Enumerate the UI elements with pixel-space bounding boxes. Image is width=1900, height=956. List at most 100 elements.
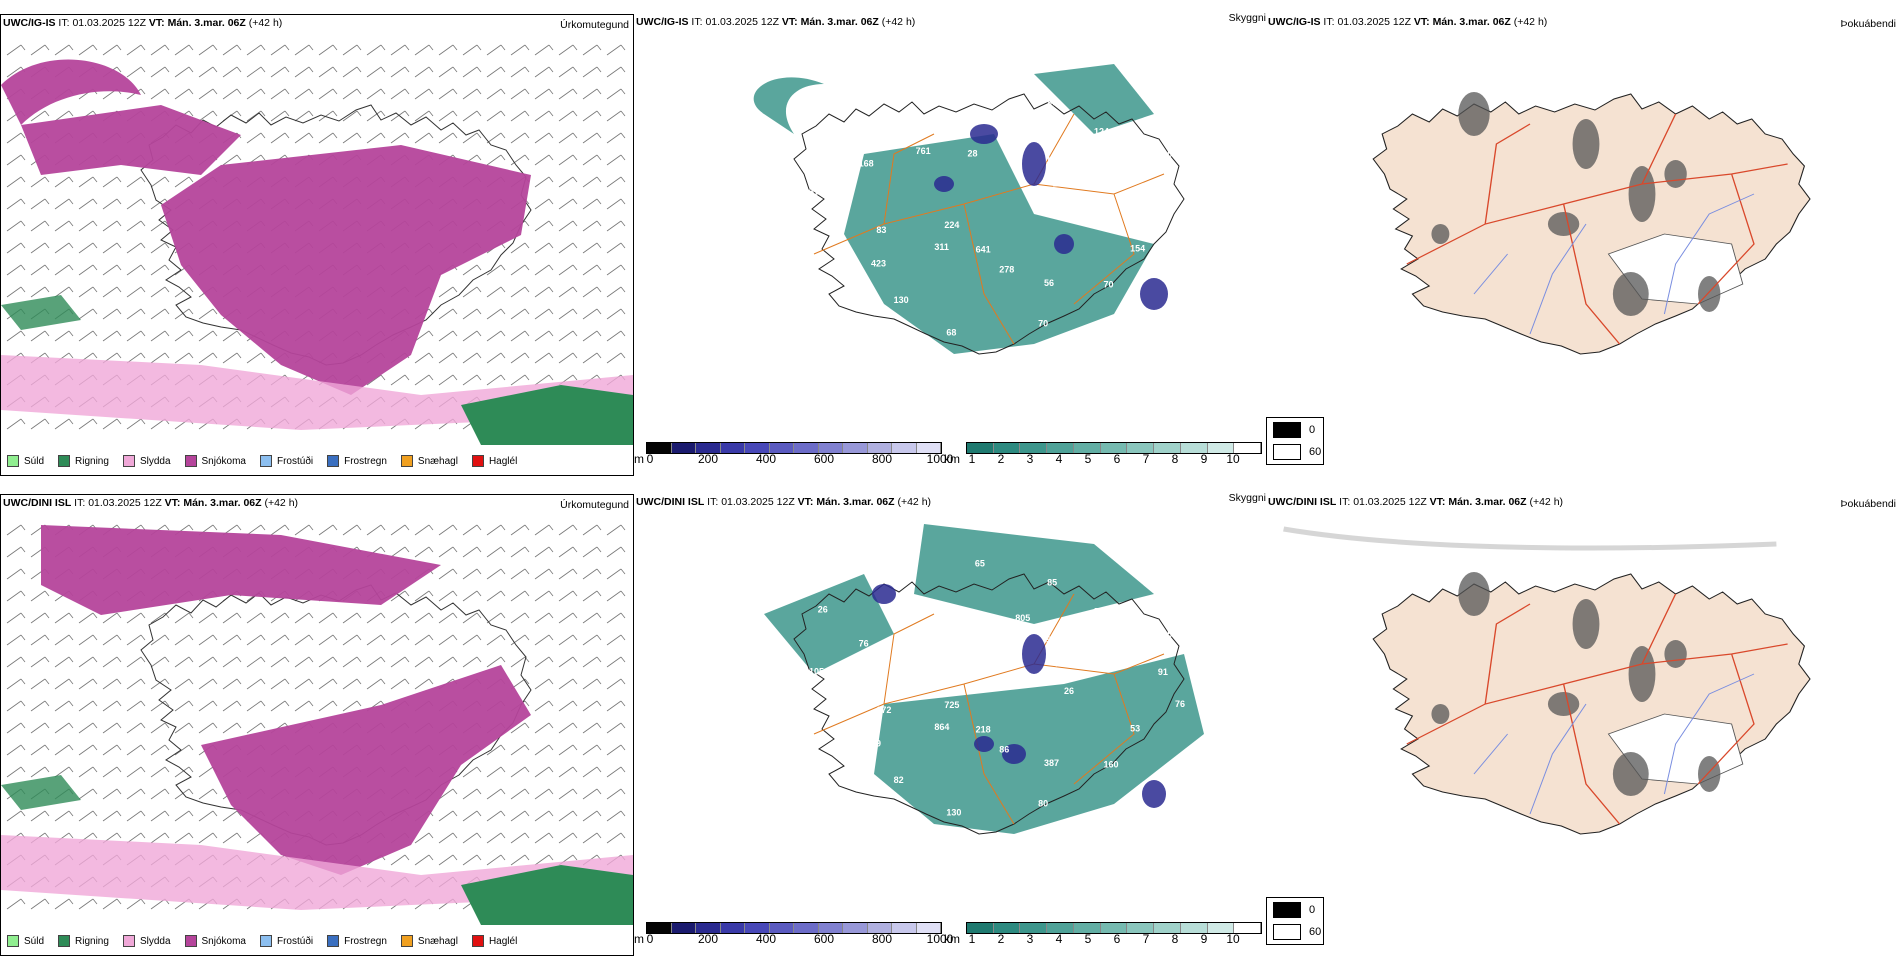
height-bar-step	[647, 923, 672, 933]
km-bar-step	[993, 443, 1021, 453]
km-tick: 3	[1026, 452, 1034, 466]
precip-legend: Súld Rigning Slydda Snjókoma Frostúði Frostre…	[7, 455, 531, 467]
km-tick: 3	[1026, 932, 1034, 946]
lead-time: (+42 h)	[264, 497, 299, 509]
height-label: 419	[1204, 781, 1219, 791]
height-label: 105	[754, 213, 769, 223]
precip-type-panel: UWC/DINI ISL IT: 01.03.2025 12Z VT: Mán.…	[0, 494, 634, 956]
height-tick: 200	[697, 452, 719, 466]
height-label: 202	[1162, 149, 1177, 159]
fog-index-map	[1283, 526, 1811, 835]
lead-time: (+42 h)	[1513, 16, 1548, 28]
height-tick: 400	[755, 452, 777, 466]
height-bar-step	[818, 923, 843, 933]
legend-swatch	[471, 935, 484, 947]
height-label: 278	[999, 265, 1014, 275]
legend-item: Slydda	[122, 455, 171, 467]
it-value: 01.03.2025 12Z	[88, 497, 162, 509]
height-label: 67	[1119, 320, 1129, 330]
model-name: UWC/DINI ISL	[636, 496, 705, 508]
height-label: 472	[1053, 658, 1068, 668]
model-name: UWC/IG-IS	[1268, 16, 1321, 28]
km-tick: 4	[1055, 932, 1063, 946]
km-bar-step	[1047, 923, 1074, 933]
fog-panel-title: Þokuábendi	[1840, 18, 1896, 30]
fog-index-map	[1372, 92, 1811, 355]
visibility-swatch	[1273, 444, 1301, 460]
km-tick: 6	[1113, 932, 1121, 946]
km-tick: 7	[1142, 452, 1150, 466]
height-bar-step	[794, 923, 819, 933]
legend-swatch	[7, 455, 19, 467]
visibility-legend-label: 0	[1309, 904, 1316, 916]
visibility-legend-item: 60	[1273, 444, 1321, 460]
km-tick: 7	[1142, 932, 1150, 946]
height-label: 26	[818, 604, 828, 614]
height-label: 86	[999, 745, 1009, 755]
height-label: 76	[859, 638, 869, 648]
fog-index-panel: UWC/DINI ISL IT: 01.03.2025 12Z VT: Mán.…	[1266, 494, 1900, 956]
height-bar	[646, 922, 942, 934]
height-tick: 0	[646, 932, 654, 946]
visibility-map: 26 864 805 160 105 152 130 239 964 725 540 387 76 91 8…	[754, 524, 1219, 835]
it-value: 01.03.2025 12Z	[705, 16, 779, 28]
height-bar-step	[696, 443, 721, 453]
legend-item: Frostúði	[259, 455, 313, 467]
height-label: 58	[1158, 187, 1168, 197]
legend-label: Frostregn	[344, 935, 387, 947]
vt-value: Mán. 3.mar. 06Z	[800, 16, 879, 28]
height-tick: 600	[813, 932, 835, 946]
height-label: 91	[1158, 667, 1168, 677]
legend-label: Snæhagl	[417, 935, 458, 947]
visibility-panel: UWC/DINI ISL IT: 01.03.2025 12Z VT: Mán.…	[634, 492, 1266, 956]
height-label: 50	[828, 794, 838, 804]
height-tick: 200	[697, 932, 719, 946]
km-tick: 1	[968, 932, 976, 946]
legend-label: Slydda	[139, 935, 171, 947]
legend-swatch	[58, 455, 71, 467]
height-label: 80	[1038, 798, 1048, 808]
legend-label: Snæhagl	[417, 455, 458, 467]
legend-label: Frostúði	[276, 935, 314, 947]
km-bar	[966, 922, 1262, 934]
vt-value: Mán. 3.mar. 06Z	[167, 17, 246, 29]
legend-swatch	[259, 935, 272, 947]
legend-item: Frostúði	[259, 935, 314, 947]
height-label: 123	[754, 160, 769, 170]
km-tick: 1	[968, 452, 976, 466]
legend-label: Haglél	[488, 935, 518, 947]
height-label: 98	[1204, 301, 1214, 311]
km-tick: 2	[997, 932, 1005, 946]
km-tick: 6	[1113, 452, 1121, 466]
precip-map	[1, 524, 633, 925]
legend-swatch	[259, 455, 272, 467]
model-name: UWC/DINI ISL	[1268, 496, 1337, 508]
vt-label: VT:	[1429, 496, 1446, 508]
height-bar-step	[843, 443, 868, 453]
precip-legend: Súld Rigning Slydda Snjókoma Frostúði Frostre…	[7, 935, 531, 947]
visibility-swatch	[1273, 422, 1301, 438]
legend-item: Snæhagl	[400, 455, 458, 467]
km-bar-step	[1234, 443, 1262, 453]
height-bar-step	[892, 443, 917, 453]
legend-item: Snjókoma	[184, 455, 246, 467]
height-label: 672	[876, 705, 891, 715]
precip-panel-title: Úrkomutegund	[560, 19, 629, 31]
height-label: 110	[975, 79, 990, 89]
height-bar-step	[720, 923, 745, 933]
legend-swatch	[471, 455, 484, 467]
visibility-legend-label: 0	[1309, 424, 1316, 436]
height-bar-step	[916, 923, 941, 933]
height-label: 70	[1038, 318, 1048, 328]
height-label: 166	[1046, 155, 1061, 165]
height-label: 145	[1204, 263, 1219, 273]
height-label: 725	[944, 700, 959, 710]
it-value: 01.03.2025 12Z	[721, 496, 795, 508]
legend-swatch	[184, 455, 197, 467]
height-bar-step	[916, 443, 941, 453]
visibility-legend-item: 60	[1273, 924, 1321, 940]
height-label: 202	[1204, 145, 1219, 155]
height-label: 805	[1015, 613, 1030, 623]
panel-header: UWC/IG-IS IT: 01.03.2025 12Z VT: Mán. 3.…	[3, 17, 282, 29]
legend-swatch	[7, 935, 19, 947]
